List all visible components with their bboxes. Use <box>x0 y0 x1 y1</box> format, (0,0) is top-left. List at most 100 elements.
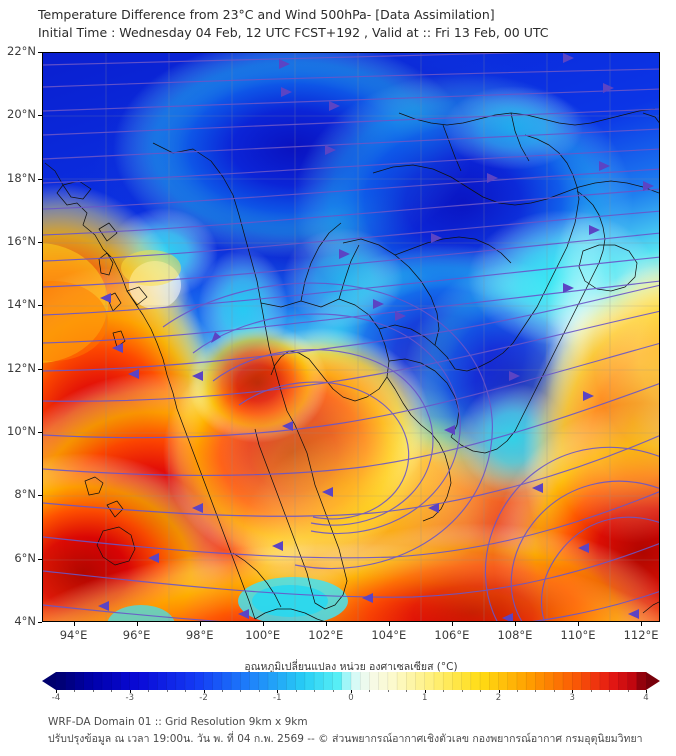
colorbar-tick-label: 3 <box>569 693 575 703</box>
coastlines <box>44 108 659 621</box>
colorbar-band <box>268 672 278 690</box>
colorbar-band <box>397 672 407 690</box>
colorbar-band <box>618 672 628 690</box>
colorbar-band <box>544 672 555 690</box>
colorbar-band <box>221 672 232 690</box>
map-canvas <box>43 53 659 621</box>
colorbar-band <box>332 672 343 690</box>
colorbar[interactable]: อุณหภูมิเปลี่ยนแปลง หน่วย องศาเซลเซียส (… <box>42 658 660 704</box>
y-tickmark <box>38 52 42 53</box>
footer-block: WRF-DA Domain 01 :: Grid Resolution 9km … <box>48 714 643 748</box>
y-tickmark <box>38 178 42 180</box>
colorbar-band <box>323 672 333 690</box>
colorbar-tick-label: 1 <box>422 693 428 703</box>
colorbar-band <box>599 672 610 690</box>
colorbar-band <box>194 672 204 690</box>
colorbar-minor-tickmark <box>185 690 187 692</box>
colorbar-minor-tickmark <box>258 690 260 692</box>
colorbar-minor-tickmark <box>129 690 131 692</box>
colorbar-band <box>507 672 518 690</box>
colorbar-band <box>461 672 472 690</box>
chart-title-block: Temperature Difference from 23°C and Win… <box>38 6 658 42</box>
x-tick-label: 98°E <box>185 628 214 642</box>
colorbar-minor-tickmark <box>553 690 555 692</box>
colorbar-minor-tickmark <box>314 690 316 692</box>
colorbar-minor-tickmark <box>627 690 629 692</box>
colorbar-minor-tickmark <box>74 690 76 692</box>
footer-credit: ปรับปรุงข้อมูล ณ เวลา 19:00น. วัน พ. ที่… <box>48 733 643 745</box>
x-tick-label: 94°E <box>59 628 88 642</box>
colorbar-minor-tickmark <box>406 690 408 692</box>
x-tickmark <box>325 622 327 626</box>
x-tickmark <box>388 622 390 626</box>
colorbar-minor-tickmark <box>221 690 223 692</box>
y-tick-label: 12°N <box>7 360 36 375</box>
colorbar-minor-tickmark <box>277 690 279 692</box>
colorbar-band <box>185 672 195 690</box>
colorbar-minor-tickmark <box>609 690 611 692</box>
colorbar-minor-tickmark <box>387 690 389 692</box>
colorbar-band <box>627 672 638 690</box>
weather-map-plot[interactable] <box>42 52 660 622</box>
colorbar-tick-label: -3 <box>125 693 134 703</box>
colorbar-band <box>314 672 324 690</box>
colorbar-minor-tickmark <box>56 690 57 692</box>
colorbar-band <box>581 672 592 690</box>
y-tick-label: 16°N <box>7 234 36 248</box>
colorbar-minor-tickmark <box>148 690 150 692</box>
x-tickmark <box>641 622 643 626</box>
chart-subtitle: Initial Time : Wednesday 04 Feb, 12 UTC … <box>38 25 549 40</box>
x-tickmark <box>451 622 453 626</box>
colorbar-band <box>433 672 444 690</box>
colorbar-tick-label: -1 <box>273 693 282 703</box>
colorbar-band <box>240 672 250 690</box>
y-tick-label: 10°N <box>7 424 36 438</box>
colorbar-band <box>166 672 177 690</box>
x-tickmark <box>514 622 516 626</box>
colorbar-minor-tickmark <box>92 690 94 692</box>
footer-model-info: WRF-DA Domain 01 :: Grid Resolution 9km … <box>48 716 308 728</box>
colorbar-minor-tickmark <box>203 690 205 692</box>
y-tickmark <box>38 558 42 560</box>
colorbar-band <box>258 672 269 690</box>
colorbar-band <box>636 672 647 690</box>
wind-direction-arrows <box>98 53 654 621</box>
colorbar-band <box>175 672 186 690</box>
x-tick-label: 106°E <box>434 628 470 642</box>
colorbar-band <box>535 672 545 690</box>
colorbar-band <box>277 672 287 690</box>
y-tick-label: 20°N <box>7 107 36 122</box>
x-tickmark <box>262 622 264 626</box>
colorbar-minor-tickmark <box>240 690 242 692</box>
colorbar-minor-tickmark <box>369 690 371 692</box>
colorbar-minor-tickmark <box>351 690 352 692</box>
colorbar-band <box>360 672 370 690</box>
colorbar-band <box>470 672 481 690</box>
y-tick-label: 8°N <box>14 487 36 502</box>
colorbar-tick-label: 4 <box>643 693 649 703</box>
x-tickmark <box>199 622 201 626</box>
colorbar-band <box>157 672 167 690</box>
colorbar-minor-tickmark <box>646 690 647 692</box>
colorbar-band <box>452 672 462 690</box>
colorbar-band <box>83 672 94 690</box>
colorbar-band <box>553 672 564 690</box>
colorbar-title: อุณหภูมิเปลี่ยนแปลง หน่วย องศาเซลเซียส (… <box>244 661 458 673</box>
y-tick-label: 6°N <box>14 550 36 565</box>
y-tickmark <box>38 495 42 497</box>
colorbar-min-extend <box>42 672 56 690</box>
x-tick-label: 102°E <box>308 628 344 642</box>
colorbar-band <box>74 672 85 690</box>
colorbar-tick-label: -2 <box>199 693 208 703</box>
colorbar-band <box>231 672 241 690</box>
colorbar-band <box>526 672 536 690</box>
colorbar-minor-tickmark <box>480 690 482 692</box>
y-tickmark <box>38 432 42 433</box>
y-tick-label: 18°N <box>7 170 36 185</box>
colorbar-minor-tickmark <box>498 690 500 692</box>
colorbar-band <box>351 672 361 690</box>
colorbar-band <box>249 672 260 690</box>
y-tickmark <box>38 305 42 307</box>
colorbar-minor-tickmark <box>461 690 463 692</box>
colorbar-band <box>148 672 158 690</box>
